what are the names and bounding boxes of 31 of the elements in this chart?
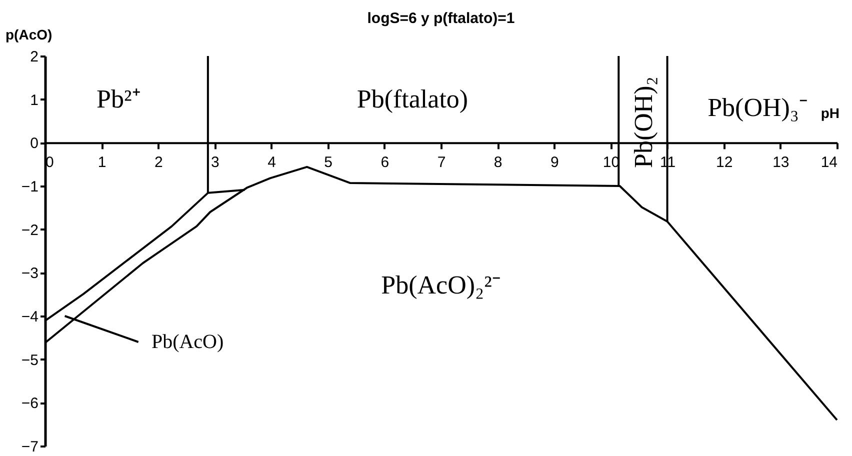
y-axis-title: p(AcO) <box>6 26 52 42</box>
x-tick-label: 4 <box>268 154 276 172</box>
y-tick-label: −3 <box>21 265 38 282</box>
x-tick-label: 8 <box>494 154 502 172</box>
x-tick-label: 7 <box>437 154 446 172</box>
y-tick-label: −1 <box>21 178 38 196</box>
annotation: Pb(AcO) <box>151 330 224 353</box>
annotation: Pb(OH)₂ <box>628 76 658 168</box>
x-tick-label: 3 <box>211 154 220 172</box>
y-tick-label: −6 <box>21 395 38 412</box>
y-tick-label: −2 <box>21 222 38 239</box>
y-tick-label: −5 <box>21 352 38 369</box>
x-tick-label: 5 <box>324 154 333 172</box>
x-tick-label: 9 <box>550 154 559 172</box>
y-tick-label: 0 <box>30 135 38 152</box>
y-tick-label: −4 <box>21 308 38 326</box>
y-tick-label: 2 <box>30 48 38 66</box>
chart-title: logS=6 y p(ftalato)=1 <box>367 10 515 27</box>
x-tick-label: 1 <box>98 154 106 172</box>
y-tick-label: 1 <box>30 92 38 109</box>
x-tick-label: 6 <box>380 154 390 172</box>
annotation: Pb(ftalato) <box>356 84 468 114</box>
y-tick-label: −7 <box>21 438 38 456</box>
x-tick-label: 2 <box>154 154 163 172</box>
annotation: Pb²⁺ <box>96 84 141 114</box>
x-tick-label: 13 <box>772 154 790 172</box>
x-tick-label: 14 <box>820 154 838 172</box>
annotation: Pb(OH)₃⁻ <box>708 92 808 122</box>
x-tick-label: 12 <box>716 154 733 172</box>
annotation: Pb(AcO)₂²⁻ <box>381 270 501 300</box>
x-axis-title: pH <box>820 105 840 122</box>
